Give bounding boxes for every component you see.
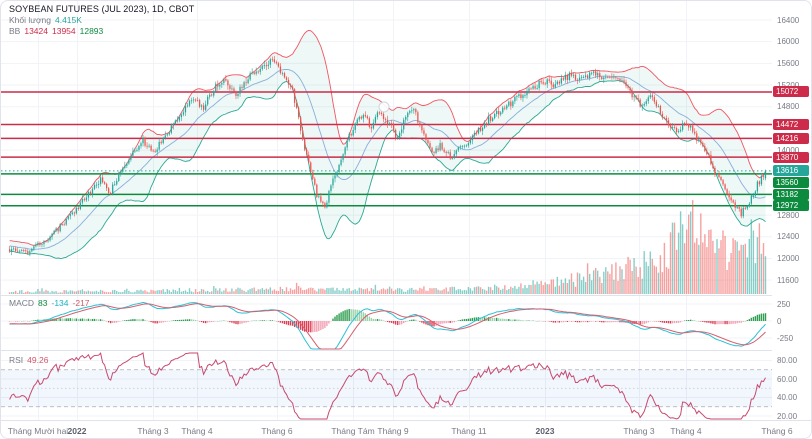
time-label: 2022 <box>67 426 87 436</box>
axis-tick-label: 60.00 <box>777 374 798 384</box>
macd-signal-value: -217 <box>72 298 90 308</box>
volume-label: Khối lượng <box>9 15 51 25</box>
time-label: Tháng 3 <box>137 426 169 436</box>
volume-value: 4.415K <box>54 15 82 25</box>
price-level-badge: 14216 <box>773 132 809 144</box>
watermark-logo <box>378 101 390 113</box>
rsi-legend[interactable]: RSI 49.26 <box>9 355 48 365</box>
volume-bars <box>8 200 767 294</box>
price-axis[interactable]: 16400 16000 15600 15200 14800 14000 12800 12400… <box>772 1 811 421</box>
macd-legend[interactable]: MACD 83 -134 -217 <box>9 298 90 308</box>
rsi-pane[interactable] <box>1 352 772 420</box>
axis-tick-label: 12000 <box>777 253 800 263</box>
time-label: Tháng 11 <box>451 426 487 436</box>
bb-lower-value: 12893 <box>79 26 104 36</box>
candles-layer[interactable] <box>8 55 767 257</box>
bb-basis-value: 13424 <box>24 26 48 36</box>
price-level-badge: 13182 <box>773 188 809 200</box>
time-label: Tháng 9 <box>377 426 409 436</box>
price-level-badge: 13870 <box>773 151 809 163</box>
axis-tick-label: 15600 <box>777 58 800 68</box>
axis-tick-label: 16000 <box>777 37 800 47</box>
macd-hist-value: 83 <box>38 298 48 308</box>
axis-tick-label: 0 <box>777 316 782 326</box>
price-level-badge: 15072 <box>773 86 809 98</box>
time-label: Tháng 4 <box>670 426 702 436</box>
price-level-badge: 13616 <box>773 165 809 177</box>
symbol-legend[interactable]: SOYBEAN FUTURES (JUL 2023), 1D, CBOT Khố… <box>9 4 194 37</box>
macd-lines[interactable] <box>9 301 766 350</box>
price-level-badge: 13560 <box>773 176 809 188</box>
symbol-title[interactable]: SOYBEAN FUTURES (JUL 2023), 1D, CBOT <box>9 4 195 14</box>
rsi-label: RSI <box>9 355 24 365</box>
price-levels[interactable] <box>1 91 772 207</box>
axis-tick-label: 11600 <box>777 275 799 285</box>
price-level-badge: 14472 <box>773 118 809 130</box>
axis-tick-label: 12800 <box>777 210 800 220</box>
axis-tick-label: 20.00 <box>777 411 798 421</box>
bb-label: BB <box>9 26 21 36</box>
grid-lines <box>1 1 778 420</box>
time-label: Tháng 6 <box>761 426 793 436</box>
time-label: Tháng 6 <box>261 426 293 436</box>
time-label: Tháng 3 <box>623 426 655 436</box>
axis-tick-label: -250 <box>777 333 794 343</box>
time-label: Tháng Tám <box>331 426 375 436</box>
price-level-badge: 12972 <box>773 200 809 212</box>
axis-tick-label: 80.00 <box>777 356 798 365</box>
volume-legend[interactable]: Khối lượng 4.415K <box>9 15 194 26</box>
macd-line-value: -134 <box>51 298 69 308</box>
axis-tick-label: 12400 <box>777 232 800 242</box>
bollinger-bands <box>9 29 766 259</box>
axis-tick-label: 250 <box>777 299 791 309</box>
bb-upper-value: 13954 <box>51 26 76 36</box>
axis-tick-label: 15200 <box>777 80 800 90</box>
time-label: Tháng Mười hai <box>7 426 69 436</box>
pane-dividers <box>1 1 811 421</box>
axis-tick-label: 14000 <box>777 145 800 155</box>
macd-label: MACD <box>9 298 35 308</box>
rsi-value: 49.26 <box>27 355 49 365</box>
time-label: 2023 <box>535 426 555 436</box>
axis-tick-label: 14800 <box>777 102 800 112</box>
axis-tick-label: 40.00 <box>777 393 798 402</box>
axis-tick-label: 16400 <box>777 15 800 25</box>
time-label: Tháng 4 <box>181 426 213 436</box>
time-axis[interactable]: Tháng Mười hai 2022 Tháng 3 Tháng 4 Tháng 6 T… <box>1 421 811 438</box>
bb-legend[interactable]: BB 13424 13954 12893 <box>9 26 194 37</box>
